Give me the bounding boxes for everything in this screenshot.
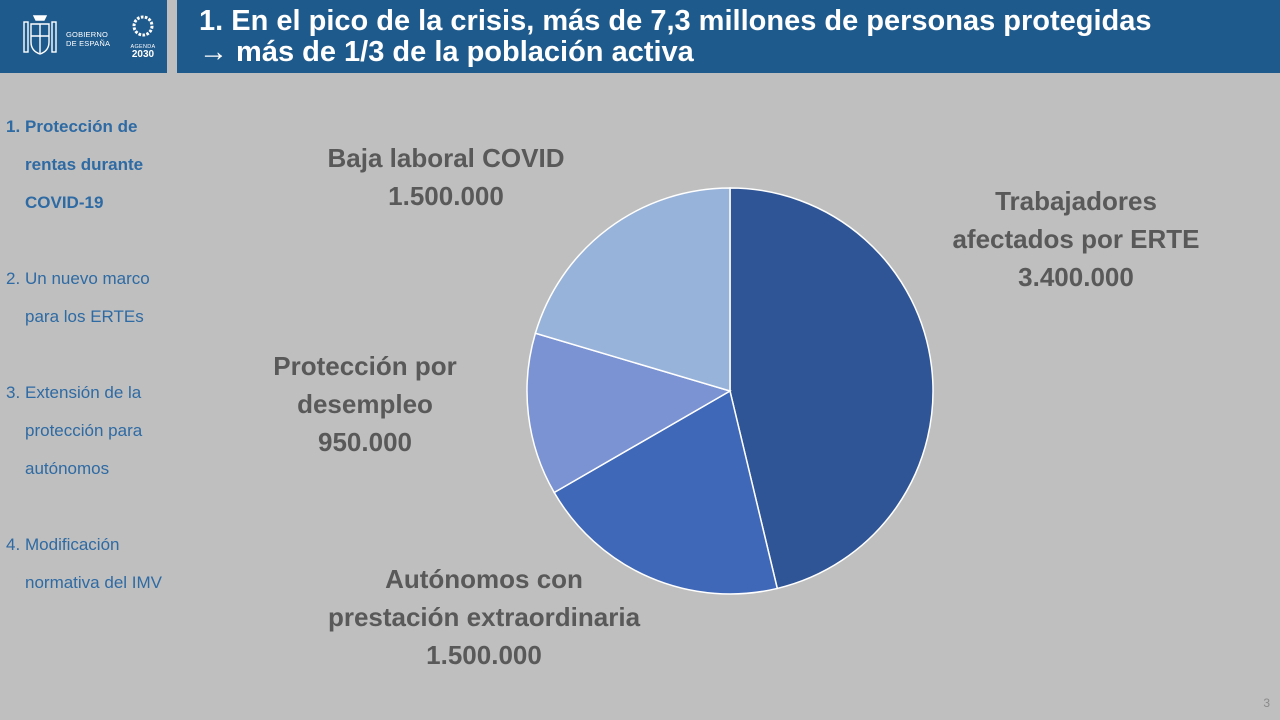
pie-slice-autonomos [553, 389, 779, 595]
pie-slice-desempleo [526, 332, 732, 494]
sidebar-item-modificacion-imv[interactable]: 4. Modificación normativa del IMV [6, 535, 162, 592]
coat-of-arms-icon [23, 15, 57, 55]
slice-label-erte: Trabajadores afectados por ERTE 3.400.00… [952, 186, 1200, 292]
page-number: 3 [1263, 696, 1270, 710]
pie-slice-baja-covid [534, 187, 731, 393]
government-logo: GOBIERNO DE ESPAÑA AGENDA 2030 [0, 0, 167, 73]
pie-slices [526, 187, 934, 595]
sidebar-item-proteccion-rentas[interactable]: 1. Protección de rentas durante COVID-19 [6, 117, 144, 212]
sidebar-item-nuevo-marco-ertes[interactable]: 2. Un nuevo marco para los ERTEs [6, 269, 150, 326]
sidebar-agenda: 1. Protección de rentas durante COVID-19… [6, 108, 176, 602]
sidebar-item-extension-autonomos[interactable]: 3. Extensión de la protección para autón… [6, 383, 143, 478]
slice-label-baja-covid: Baja laboral COVID 1.500.000 [327, 143, 565, 211]
pie-slice-erte [729, 187, 934, 590]
title-bar: 1. En el pico de la crisis, más de 7,3 m… [177, 0, 1280, 73]
agenda-2030-logo: AGENDA 2030 [128, 14, 158, 62]
government-name: GOBIERNO DE ESPAÑA [66, 30, 111, 48]
agenda-ring-icon [132, 15, 154, 37]
slice-label-autonomos: Autónomos con prestación extraordinaria … [327, 564, 641, 670]
page-title: 1. En el pico de la crisis, más de 7,3 m… [199, 5, 1152, 68]
slice-label-desempleo: Protección por desempleo 950.000 [273, 351, 457, 457]
